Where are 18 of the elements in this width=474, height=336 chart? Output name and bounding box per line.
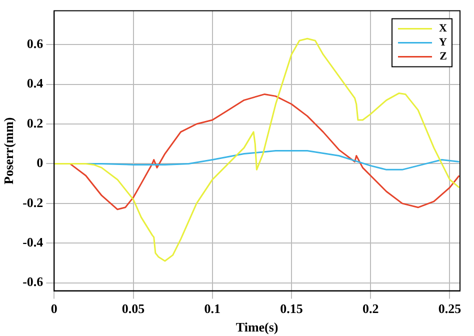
x-axis-title: Time(s) xyxy=(236,320,278,335)
x-tick-label: 0.25 xyxy=(438,300,462,316)
y-tick-label: 0.6 xyxy=(26,36,44,51)
x-tick-label: 0.05 xyxy=(122,300,146,316)
x-tick-label: 0.1 xyxy=(204,300,221,316)
y-tick-label: 0 xyxy=(36,155,44,170)
y-tick-label: 0.4 xyxy=(26,76,44,91)
y-tick-label: -0.4 xyxy=(22,234,44,250)
x-tick-label: 0.15 xyxy=(280,300,304,316)
y-tick-label: -0.6 xyxy=(22,274,44,290)
y-axis-title: Poserr(mm) xyxy=(1,117,16,184)
y-tick-label: 0.2 xyxy=(26,115,44,130)
y-tick-label: -0.2 xyxy=(22,194,44,210)
x-tick-label: 0 xyxy=(50,300,58,316)
x-tick-label: 0.2 xyxy=(362,300,379,316)
legend-label: Z xyxy=(440,50,447,63)
legend-label: X xyxy=(439,22,448,35)
legend-label: Y xyxy=(439,36,448,49)
